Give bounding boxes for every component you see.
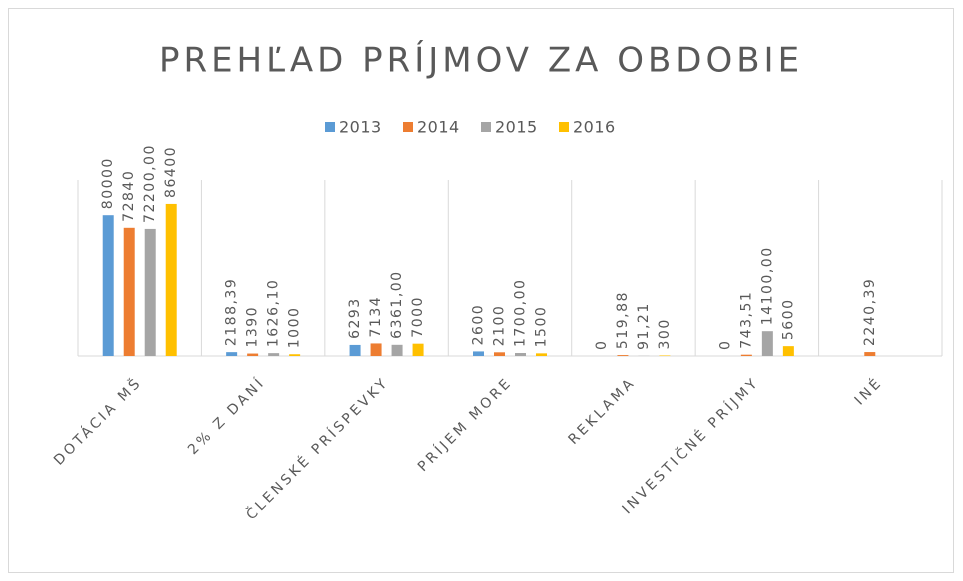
legend-label: 2016 [573,118,616,137]
data-label: 91,21 [636,302,652,350]
data-label: 1390 [245,306,261,348]
data-label: 1700,00 [513,279,529,347]
bar [659,355,671,356]
data-label: 2100 [492,305,508,347]
chart-title: PREHĽAD PRÍJMOV ZA OBDOBIE [159,40,803,81]
bar [289,354,301,356]
data-label: 7134 [368,296,384,338]
data-label: 6361,00 [389,270,405,338]
data-label: 7000 [410,296,426,338]
bar [473,351,484,356]
bar [617,355,629,356]
data-label: 72200,00 [142,144,158,223]
data-label: 80000 [100,157,116,209]
data-label: 0 [594,340,610,350]
bar [536,353,547,356]
data-label: 1626,10 [266,279,282,347]
legend-swatch [403,122,413,132]
bar [412,343,424,356]
data-label: 2600 [471,304,487,346]
bar [144,228,156,356]
data-label: 1500 [534,306,550,348]
data-label: 2240,39 [862,278,878,346]
data-label: 86400 [163,146,179,198]
data-label: 2188,39 [224,278,240,346]
bar [247,353,259,356]
data-label: 300 [657,318,673,349]
data-label: 14100,00 [759,246,775,325]
bar [494,352,505,356]
data-label: 1000 [287,307,303,349]
bar [391,344,403,356]
data-label: 519,88 [615,291,631,349]
data-label: 5600 [780,299,796,341]
legend-swatch [325,122,335,132]
bar [349,344,361,356]
bar [864,352,876,356]
bar [515,353,526,356]
bar [102,215,114,356]
bar [226,352,238,356]
data-label: 743,51 [738,291,754,349]
bar [123,227,135,356]
data-label: 72840 [121,170,137,222]
bar [268,353,280,356]
bar [165,203,177,356]
data-label: 0 [717,340,733,350]
legend-label: 2013 [339,118,382,137]
data-label: 6293 [347,297,363,339]
bar [740,354,752,356]
bar [782,346,794,356]
legend-label: 2015 [495,118,538,137]
legend-swatch [481,122,491,132]
bar [370,343,382,356]
legend-swatch [559,122,569,132]
bar [761,331,773,356]
legend-label: 2014 [417,118,460,137]
